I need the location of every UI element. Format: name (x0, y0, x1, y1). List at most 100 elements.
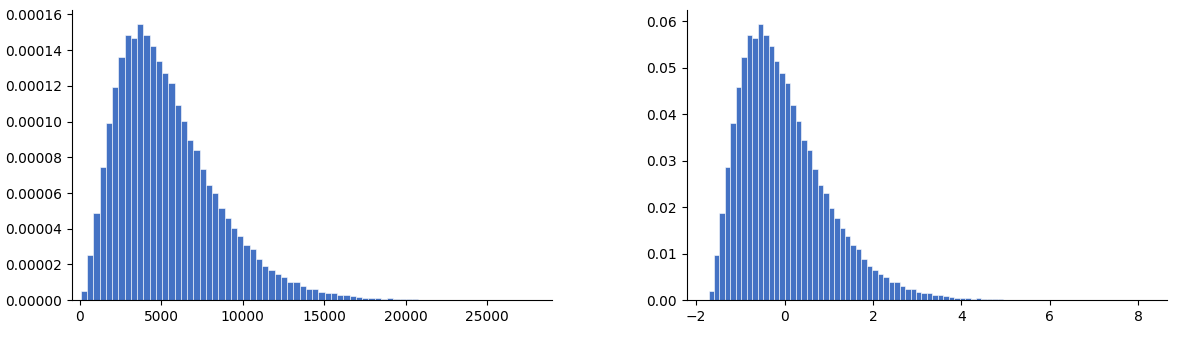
Bar (758, 24, 764, 300)
Bar (790, 105, 796, 300)
Bar (971, 299, 976, 300)
Bar (200, 169, 206, 300)
Bar (768, 47, 774, 300)
Bar (344, 295, 350, 300)
Bar (1009, 299, 1014, 300)
Bar (299, 286, 306, 300)
Bar (138, 24, 144, 300)
Bar (99, 167, 105, 300)
Bar (937, 295, 943, 300)
Bar (807, 150, 813, 300)
Bar (350, 296, 356, 300)
Bar (181, 121, 187, 300)
Bar (839, 228, 845, 300)
Bar (287, 282, 293, 300)
Bar (225, 218, 231, 300)
Bar (856, 249, 862, 300)
Bar (949, 297, 954, 300)
Bar (281, 277, 287, 300)
Bar (105, 123, 113, 300)
Bar (144, 36, 150, 300)
Bar (274, 274, 281, 300)
Bar (218, 208, 225, 300)
Bar (93, 213, 99, 300)
Bar (900, 286, 905, 300)
Bar (741, 57, 747, 300)
Bar (150, 47, 156, 300)
Bar (932, 295, 937, 300)
Bar (356, 297, 363, 300)
Bar (338, 295, 344, 300)
Bar (725, 167, 730, 300)
Bar (894, 282, 900, 300)
Bar (813, 169, 818, 300)
Bar (747, 35, 752, 300)
Bar (828, 208, 834, 300)
Bar (850, 245, 856, 300)
Bar (730, 123, 736, 300)
Bar (877, 274, 883, 300)
Bar (988, 299, 992, 300)
Bar (992, 299, 998, 300)
Bar (312, 289, 318, 300)
Bar (873, 270, 877, 300)
Bar (256, 259, 262, 300)
Bar (394, 299, 400, 300)
Bar (113, 87, 119, 300)
Bar (130, 38, 138, 300)
Bar (713, 255, 719, 300)
Bar (369, 298, 375, 300)
Bar (845, 236, 850, 300)
Bar (719, 213, 725, 300)
Bar (960, 298, 965, 300)
Bar (801, 140, 807, 300)
Bar (905, 289, 911, 300)
Bar (926, 293, 932, 300)
Bar (824, 193, 828, 300)
Bar (169, 83, 175, 300)
Bar (306, 289, 312, 300)
Bar (318, 292, 324, 300)
Bar (206, 186, 212, 300)
Bar (87, 255, 93, 300)
Bar (194, 150, 200, 300)
Bar (231, 228, 237, 300)
Bar (119, 57, 124, 300)
Bar (268, 270, 274, 300)
Bar (796, 121, 801, 300)
Bar (976, 298, 982, 300)
Bar (998, 299, 1003, 300)
Bar (943, 296, 949, 300)
Bar (187, 140, 194, 300)
Bar (406, 299, 412, 300)
Bar (862, 259, 867, 300)
Bar (867, 266, 873, 300)
Bar (412, 299, 419, 300)
Bar (779, 73, 785, 300)
Bar (156, 61, 162, 300)
Bar (363, 298, 369, 300)
Bar (736, 87, 741, 300)
Bar (965, 298, 971, 300)
Bar (237, 236, 243, 300)
Bar (262, 266, 268, 300)
Bar (764, 36, 768, 300)
Bar (400, 299, 406, 300)
Bar (883, 277, 888, 300)
Bar (818, 186, 824, 300)
Bar (911, 289, 916, 300)
Bar (124, 35, 130, 300)
Bar (774, 61, 779, 300)
Bar (834, 218, 839, 300)
Bar (293, 282, 299, 300)
Bar (425, 299, 431, 300)
Bar (81, 291, 87, 300)
Bar (375, 298, 381, 300)
Bar (709, 291, 713, 300)
Bar (330, 293, 338, 300)
Bar (250, 249, 256, 300)
Bar (916, 292, 922, 300)
Bar (212, 193, 218, 300)
Bar (162, 73, 169, 300)
Bar (888, 282, 894, 300)
